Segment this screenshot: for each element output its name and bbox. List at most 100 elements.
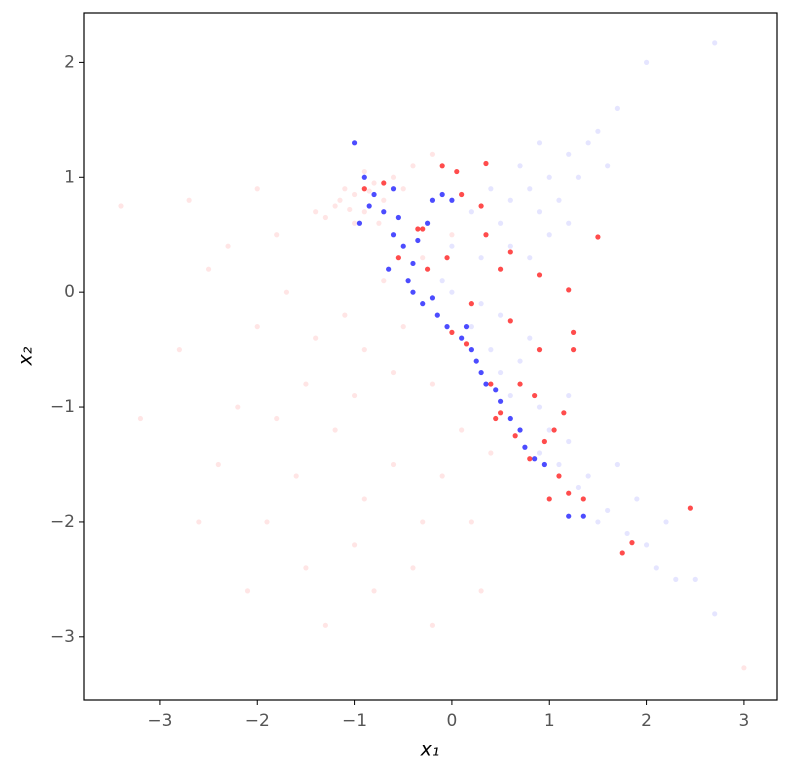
point — [463, 324, 470, 330]
point — [293, 473, 299, 479]
point — [137, 415, 144, 422]
point — [493, 415, 499, 422]
y-tick-label: 1 — [64, 167, 75, 187]
y-tick-label: −3 — [50, 627, 75, 647]
point — [264, 519, 270, 525]
point — [566, 287, 572, 293]
point — [497, 312, 504, 318]
point — [483, 381, 489, 387]
point — [254, 324, 260, 330]
point — [381, 278, 387, 284]
point — [566, 490, 572, 496]
y-tick-label: −1 — [50, 397, 75, 417]
point — [176, 347, 182, 353]
point — [566, 438, 572, 445]
point — [532, 456, 538, 462]
y-tick-label: 2 — [64, 52, 75, 72]
point — [561, 410, 567, 416]
point — [439, 191, 445, 198]
point — [566, 513, 572, 519]
point — [449, 329, 455, 335]
point — [536, 209, 543, 215]
point — [410, 163, 416, 169]
point — [342, 312, 348, 318]
point — [429, 622, 436, 628]
point — [605, 163, 611, 169]
point — [585, 140, 591, 146]
y-tick-label: 0 — [64, 282, 75, 302]
point — [629, 540, 635, 546]
point — [527, 255, 533, 261]
point — [507, 392, 513, 399]
point — [429, 151, 436, 157]
point — [512, 433, 518, 439]
point — [186, 197, 192, 203]
point — [313, 209, 319, 215]
point — [405, 278, 411, 284]
point — [507, 243, 513, 249]
point — [468, 209, 474, 215]
point — [488, 186, 494, 192]
point — [439, 278, 445, 284]
x-tick-label: −2 — [245, 711, 270, 731]
point — [361, 186, 367, 192]
point — [429, 295, 436, 301]
point — [347, 206, 353, 213]
point — [332, 427, 338, 433]
point — [361, 496, 367, 502]
point — [595, 234, 601, 240]
point — [712, 40, 718, 46]
point — [400, 243, 406, 249]
point — [468, 347, 474, 353]
point — [605, 507, 611, 514]
point — [459, 191, 465, 198]
point — [517, 381, 523, 387]
point — [283, 289, 290, 295]
point — [478, 255, 484, 261]
point — [551, 427, 557, 433]
point — [546, 232, 552, 238]
point — [449, 243, 455, 249]
point — [361, 209, 367, 215]
point — [536, 450, 543, 456]
point — [215, 461, 221, 468]
point — [527, 335, 533, 341]
point — [556, 461, 562, 468]
point — [351, 140, 358, 146]
point — [497, 398, 504, 404]
point — [712, 611, 718, 617]
point — [424, 220, 431, 226]
point — [244, 588, 251, 594]
point — [303, 381, 309, 387]
point — [653, 565, 659, 571]
point — [595, 519, 601, 525]
point — [541, 438, 547, 445]
point — [366, 188, 372, 194]
point — [673, 576, 679, 582]
point — [410, 289, 416, 295]
point — [400, 324, 406, 330]
y-axis-label: x₂ — [15, 346, 37, 366]
x-tick-label: 2 — [641, 711, 652, 731]
point — [449, 232, 455, 238]
point — [381, 197, 387, 203]
point — [371, 588, 377, 594]
point — [536, 140, 543, 146]
point — [468, 301, 474, 307]
point — [254, 186, 260, 192]
point — [395, 214, 401, 221]
point — [434, 312, 440, 318]
point — [351, 191, 358, 198]
point — [390, 369, 397, 376]
point — [390, 232, 397, 238]
point — [235, 404, 241, 410]
point — [741, 665, 747, 671]
point — [473, 358, 479, 364]
point — [634, 496, 640, 502]
point — [463, 341, 470, 347]
point — [546, 174, 552, 180]
point — [497, 410, 504, 416]
point — [478, 588, 484, 594]
